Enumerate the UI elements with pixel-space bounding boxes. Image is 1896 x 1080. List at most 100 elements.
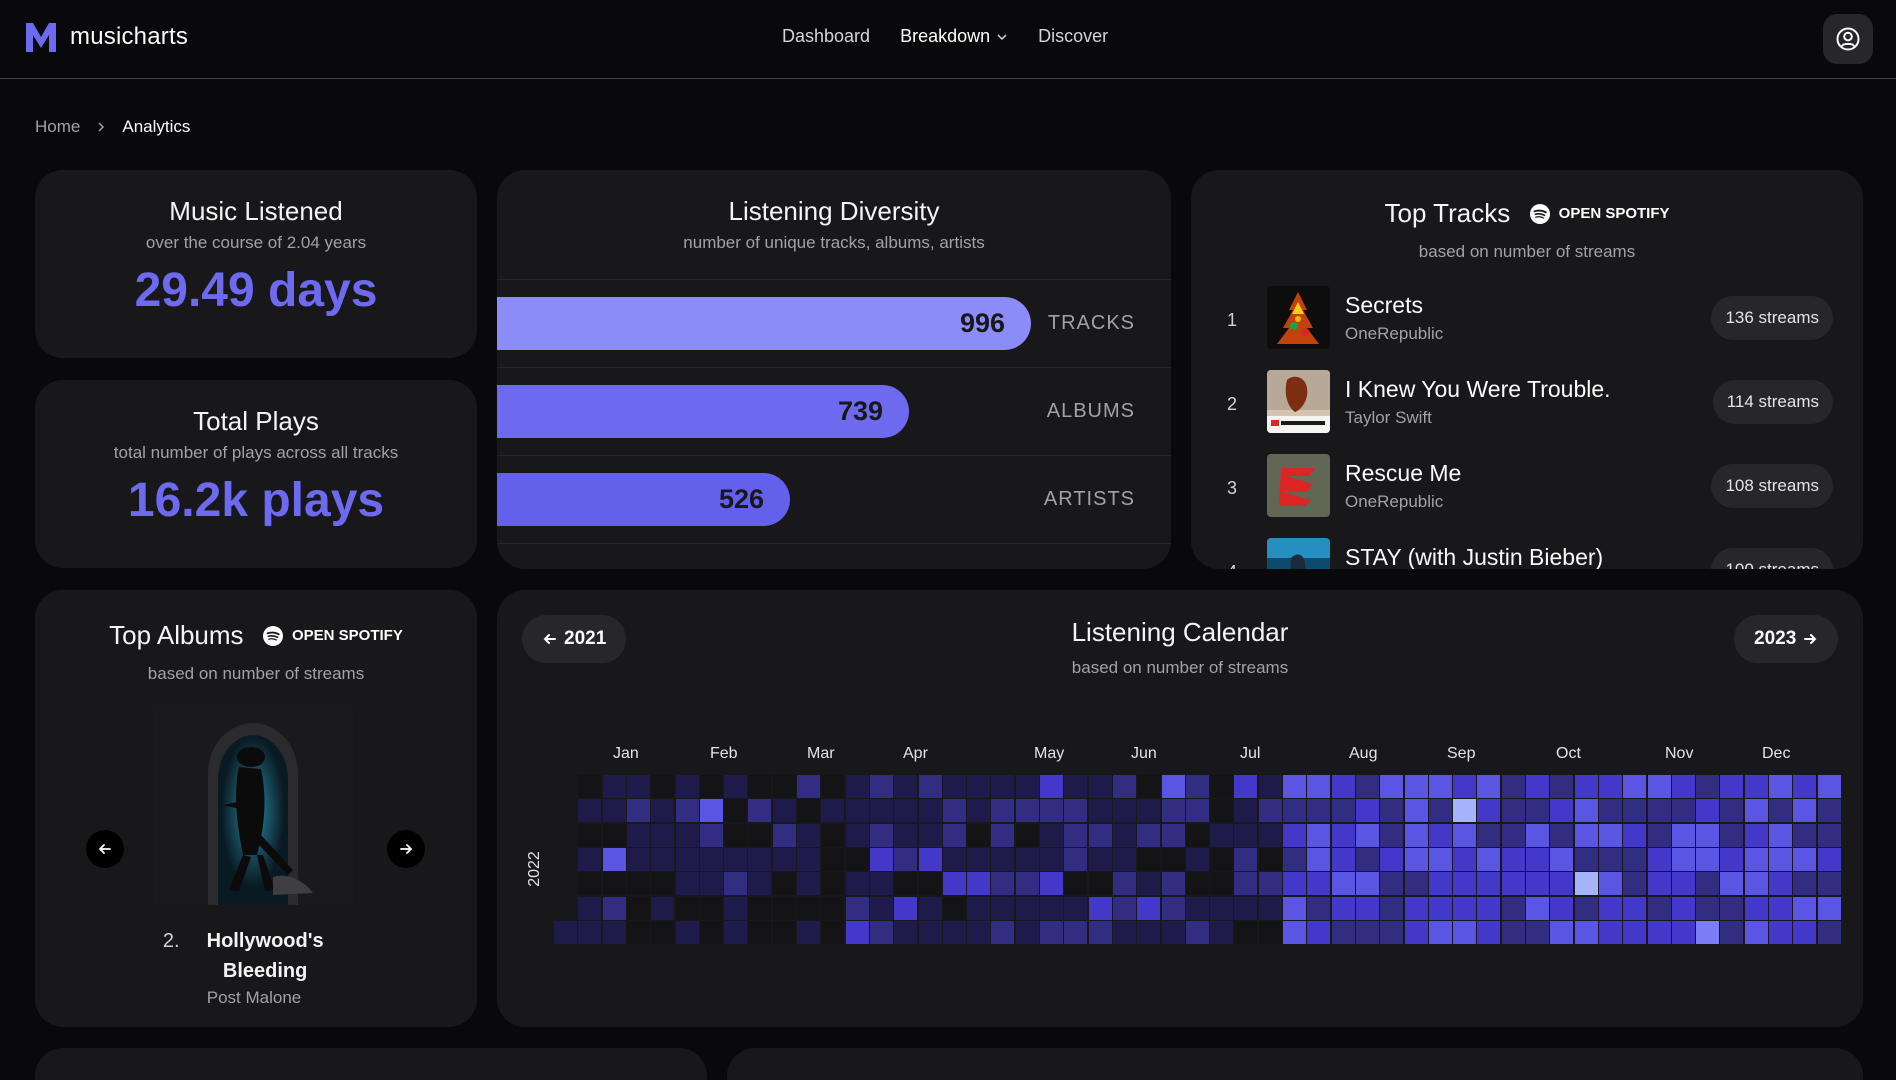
calendar-day-cell[interactable] [1598,799,1622,823]
calendar-day-cell[interactable] [1015,920,1039,944]
calendar-day-cell[interactable] [1307,775,1331,798]
calendar-day-cell[interactable] [1283,775,1306,798]
calendar-day-cell[interactable] [845,775,869,798]
calendar-day-cell[interactable] [699,823,723,847]
calendar-day-cell[interactable] [1671,896,1695,920]
calendar-day-cell[interactable] [1428,896,1452,920]
calendar-day-cell[interactable] [1720,920,1744,944]
calendar-day-cell[interactable] [1210,775,1234,798]
calendar-day-cell[interactable] [1234,847,1258,871]
calendar-day-cell[interactable] [797,896,820,920]
calendar-day-cell[interactable] [748,920,772,944]
calendar-day-cell[interactable] [845,823,869,847]
calendar-day-cell[interactable] [918,920,942,944]
calendar-day-cell[interactable] [1696,847,1720,871]
calendar-day-cell[interactable] [1744,823,1768,847]
calendar-day-cell[interactable] [699,847,723,871]
calendar-day-cell[interactable] [1671,872,1695,896]
calendar-day-cell[interactable] [578,847,602,871]
calendar-day-cell[interactable] [724,872,748,896]
calendar-day-cell[interactable] [797,920,820,944]
calendar-day-cell[interactable] [1112,799,1136,823]
calendar-day-cell[interactable] [1185,896,1209,920]
calendar-day-cell[interactable] [1258,920,1282,944]
calendar-day-cell[interactable] [1623,896,1647,920]
calendar-day-cell[interactable] [894,920,918,944]
calendar-day-cell[interactable] [1185,920,1209,944]
calendar-day-cell[interactable] [1380,823,1404,847]
calendar-day-cell[interactable] [1696,920,1720,944]
calendar-day-cell[interactable] [991,896,1015,920]
calendar-day-cell[interactable] [1744,872,1768,896]
calendar-day-cell[interactable] [724,896,748,920]
calendar-day-cell[interactable] [1307,847,1331,871]
calendar-day-cell[interactable] [1307,799,1331,823]
calendar-day-cell[interactable] [748,896,772,920]
calendar-day-cell[interactable] [1064,799,1088,823]
calendar-day-cell[interactable] [1404,872,1428,896]
calendar-day-cell[interactable] [1598,775,1622,798]
calendar-day-cell[interactable] [821,896,845,920]
calendar-day-cell[interactable] [602,847,626,871]
calendar-day-cell[interactable] [967,775,991,798]
calendar-day-cell[interactable] [724,823,748,847]
calendar-day-cell[interactable] [1258,847,1282,871]
calendar-day-cell[interactable] [1817,775,1841,798]
calendar-day-cell[interactable] [1598,920,1622,944]
calendar-day-cell[interactable] [1720,823,1744,847]
calendar-day-cell[interactable] [1331,896,1355,920]
calendar-day-cell[interactable] [821,775,845,798]
calendar-day-cell[interactable] [1550,872,1574,896]
calendar-day-cell[interactable] [967,847,991,871]
calendar-day-cell[interactable] [1574,775,1598,798]
calendar-day-cell[interactable] [1258,872,1282,896]
calendar-day-cell[interactable] [918,775,942,798]
calendar-day-cell[interactable] [1015,872,1039,896]
calendar-day-cell[interactable] [869,896,893,920]
calendar-day-cell[interactable] [1283,896,1306,920]
calendar-day-cell[interactable] [675,872,699,896]
calendar-day-cell[interactable] [991,920,1015,944]
calendar-day-cell[interactable] [1331,823,1355,847]
calendar-day-cell[interactable] [1355,775,1379,798]
calendar-day-cell[interactable] [1088,847,1112,871]
prev-year-button[interactable]: 2021 [522,615,627,663]
calendar-day-cell[interactable] [991,775,1015,798]
calendar-day-cell[interactable] [1550,847,1574,871]
calendar-day-cell[interactable] [1671,799,1695,823]
calendar-day-cell[interactable] [1696,799,1720,823]
calendar-day-cell[interactable] [869,823,893,847]
calendar-day-cell[interactable] [1696,896,1720,920]
calendar-day-cell[interactable] [1137,920,1161,944]
calendar-day-cell[interactable] [1574,896,1598,920]
calendar-day-cell[interactable] [1064,872,1088,896]
calendar-day-cell[interactable] [1769,872,1792,896]
calendar-day-cell[interactable] [1064,847,1088,871]
calendar-day-cell[interactable] [1161,799,1185,823]
calendar-day-cell[interactable] [1744,775,1768,798]
calendar-day-cell[interactable] [1769,920,1792,944]
calendar-day-cell[interactable] [578,775,602,798]
calendar-day-cell[interactable] [1210,896,1234,920]
calendar-day-cell[interactable] [1453,872,1477,896]
calendar-day-cell[interactable] [602,896,626,920]
calendar-day-cell[interactable] [1647,775,1671,798]
calendar-day-cell[interactable] [1817,920,1841,944]
calendar-day-cell[interactable] [894,872,918,896]
calendar-day-cell[interactable] [1210,799,1234,823]
calendar-day-cell[interactable] [1453,920,1477,944]
calendar-day-cell[interactable] [1501,896,1525,920]
calendar-day-cell[interactable] [1793,823,1817,847]
calendar-day-cell[interactable] [578,872,602,896]
calendar-day-cell[interactable] [1623,872,1647,896]
calendar-day-cell[interactable] [651,847,675,871]
calendar-day-cell[interactable] [1526,847,1549,871]
calendar-day-cell[interactable] [1598,847,1622,871]
calendar-day-cell[interactable] [1355,847,1379,871]
calendar-day-cell[interactable] [1720,775,1744,798]
calendar-day-cell[interactable] [1307,823,1331,847]
calendar-day-cell[interactable] [991,823,1015,847]
calendar-day-cell[interactable] [602,920,626,944]
calendar-day-cell[interactable] [1526,920,1549,944]
calendar-day-cell[interactable] [675,799,699,823]
